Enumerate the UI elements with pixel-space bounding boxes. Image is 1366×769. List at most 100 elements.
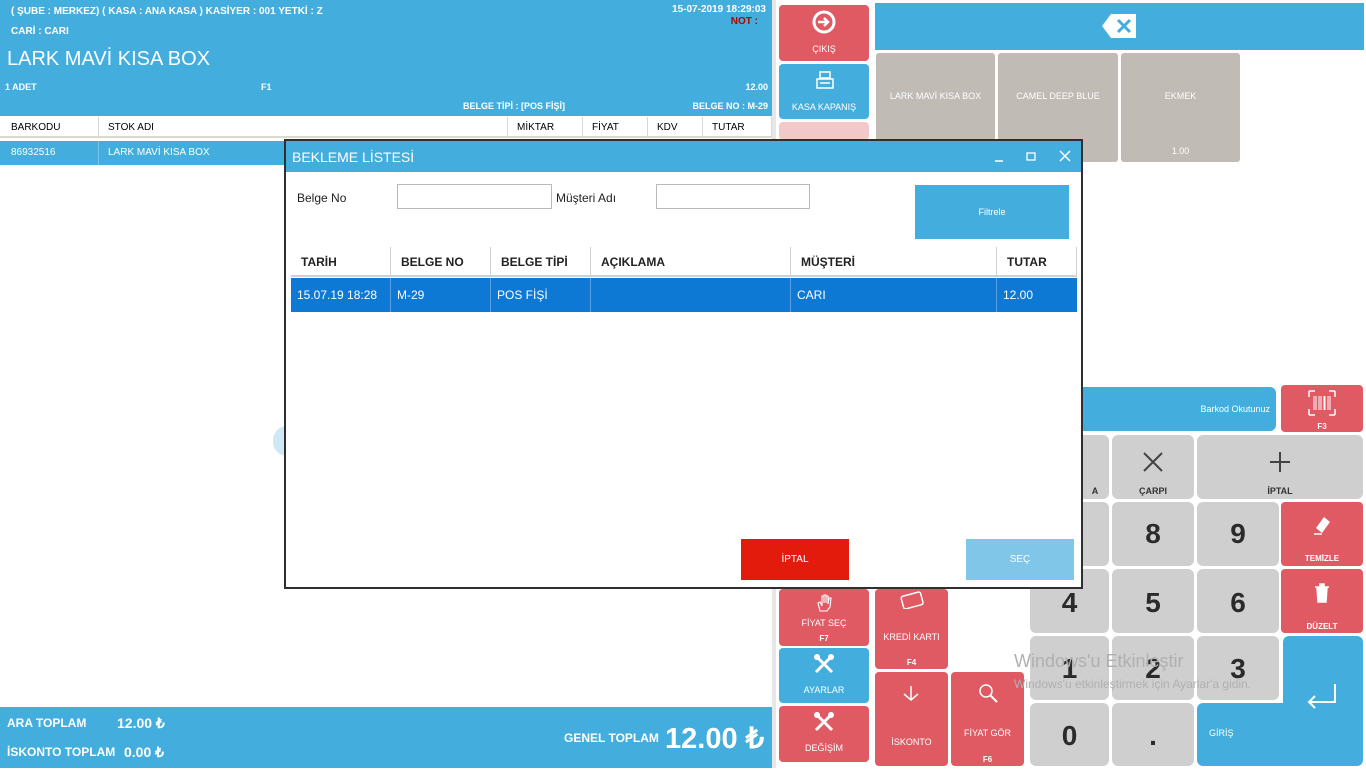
- document-type: BELGE TİPİ : [POS FİŞİ]: [463, 101, 566, 111]
- price-list: F1: [261, 82, 272, 92]
- price-check-button[interactable]: FİYAT GÖR F6: [951, 672, 1024, 766]
- digit-5-button[interactable]: 5: [1112, 569, 1194, 633]
- settings-button[interactable]: AYARLAR: [779, 648, 869, 703]
- document-no-label: Belge No: [297, 191, 347, 205]
- grand-total-label: GENEL TOPLAM: [564, 731, 659, 745]
- logout-icon: [812, 10, 836, 34]
- product-panel-header: [875, 3, 1364, 50]
- customer-name-input[interactable]: [656, 184, 810, 209]
- cell-tarih: 15.07.19 18:28: [291, 278, 391, 312]
- grand-total-value: 12.00 ₺: [665, 723, 765, 755]
- digit-8-button[interactable]: 8: [1112, 502, 1194, 566]
- col-tutar[interactable]: TUTAR: [703, 117, 772, 136]
- credit-card-button[interactable]: KREDİ KARTI F4: [875, 589, 948, 669]
- col-kdv[interactable]: KDV: [648, 117, 703, 136]
- datetime: 15-07-2019 18:29:03: [672, 4, 766, 15]
- activation-watermark: Windows'u Etkinleştir: [1014, 651, 1184, 671]
- tools-icon: [814, 712, 834, 732]
- credit-card-icon: [900, 591, 924, 609]
- hidden-function-button[interactable]: [779, 122, 869, 140]
- tools-icon: [814, 654, 834, 674]
- digit-2-button[interactable]: 2: [1112, 636, 1194, 700]
- cell-aciklama: [591, 278, 791, 312]
- cell-belge-tipi: POS FİŞİ: [491, 278, 591, 312]
- filter-button[interactable]: Filtrele: [915, 185, 1069, 239]
- discount-button[interactable]: İSKONTO: [875, 672, 948, 766]
- magnifier-icon: [979, 684, 998, 703]
- cash-register-icon: [816, 71, 834, 89]
- dialog-title: BEKLEME LİSTESİ: [292, 149, 415, 165]
- select-button[interactable]: SEÇ: [966, 539, 1074, 580]
- backspace-icon[interactable]: [1101, 12, 1139, 40]
- cancel-button[interactable]: İPTAL: [741, 539, 849, 580]
- current-price: 12.00: [745, 82, 768, 92]
- col-fiyat[interactable]: FİYAT: [583, 117, 648, 136]
- hand-icon: [817, 594, 832, 612]
- digit-0-button[interactable]: 0: [1030, 703, 1109, 766]
- maximize-icon[interactable]: [1025, 151, 1037, 163]
- document-number: BELGE NO : M-29: [692, 101, 768, 111]
- eraser-icon: [1314, 517, 1330, 535]
- digit-9-button[interactable]: 9: [1197, 502, 1279, 566]
- multiply-button[interactable]: ÇARPI: [1112, 435, 1194, 499]
- col-tarih[interactable]: TARİH: [291, 247, 391, 277]
- col-barkod[interactable]: BARKODU: [2, 117, 99, 136]
- clear-button[interactable]: TEMİZLE: [1281, 502, 1363, 566]
- customer-info: CARİ : CARI: [11, 26, 69, 37]
- waiting-list-header: TARİH BELGE NO BELGE TİPİ AÇIKLAMA MÜŞTE…: [291, 247, 1077, 277]
- price-select-button[interactable]: FİYAT SEÇ F7: [779, 589, 869, 646]
- dialog-titlebar: BEKLEME LİSTESİ: [286, 141, 1081, 172]
- col-belge-tipi[interactable]: BELGE TİPİ: [491, 247, 591, 277]
- barcode-button[interactable]: F3: [1281, 385, 1363, 432]
- enter-button-top[interactable]: [1283, 636, 1363, 716]
- product-tile[interactable]: EKMEK 1.00: [1121, 53, 1240, 162]
- barcode-input[interactable]: Barkod Okutunuz: [1080, 387, 1276, 431]
- digit-6-button[interactable]: 6: [1197, 569, 1279, 633]
- trash-icon: [1315, 583, 1329, 603]
- document-no-input[interactable]: [397, 184, 552, 209]
- col-stok[interactable]: STOK ADI: [99, 117, 508, 136]
- totals-footer: ARA TOPLAM 12.00 ₺ İSKONTO TOPLAM 0.00 ₺…: [0, 707, 772, 768]
- customer-name-label: Müşteri Adı: [556, 191, 617, 205]
- plus-icon: [1270, 452, 1290, 472]
- exchange-button[interactable]: DEĞİŞİM: [779, 706, 869, 762]
- multiply-icon: [1143, 452, 1163, 472]
- col-miktar[interactable]: MİKTAR: [508, 117, 583, 136]
- current-product-title: LARK MAVİ KISA BOX: [7, 48, 211, 70]
- col-belge-no[interactable]: BELGE NO: [391, 247, 491, 277]
- col-aciklama[interactable]: AÇIKLAMA: [591, 247, 791, 277]
- session-info: ( ŞUBE : MERKEZ) ( KASA : ANA KASA ) KAS…: [11, 6, 323, 17]
- sales-header: ( ŞUBE : MERKEZ) ( KASA : ANA KASA ) KAS…: [0, 0, 772, 116]
- digit-3-button[interactable]: 3: [1197, 636, 1279, 700]
- subtotal-label: ARA TOPLAM: [7, 716, 87, 730]
- col-tutar[interactable]: TUTAR: [997, 247, 1077, 277]
- cell-musteri: CARI: [791, 278, 997, 312]
- keypad-partial-key[interactable]: A: [1081, 435, 1109, 499]
- digit-1-button[interactable]: 1: [1030, 636, 1109, 700]
- discount-label: İSKONTO TOPLAM: [7, 745, 116, 759]
- discount-value: 0.00 ₺: [124, 744, 165, 760]
- close-icon[interactable]: [1059, 150, 1071, 162]
- cell-barkod: 86932516: [2, 141, 99, 165]
- discount-icon: [903, 686, 919, 701]
- waiting-list-dialog: BEKLEME LİSTESİ Belge No Müşteri Adı Fil…: [284, 139, 1083, 589]
- col-musteri[interactable]: MÜŞTERİ: [791, 247, 997, 277]
- note-label: NOT :: [730, 16, 758, 27]
- barcode-icon: [1308, 390, 1336, 416]
- activation-watermark-sub: Windows'u etkinleştirmek için Ayarlar'a …: [1014, 677, 1252, 691]
- table-row[interactable]: 15.07.19 18:28 M-29 POS FİŞİ CARI 12.00: [291, 278, 1077, 312]
- exit-button[interactable]: ÇIKIŞ: [779, 5, 869, 61]
- enter-icon: [1307, 684, 1336, 709]
- slide-handle[interactable]: [273, 426, 287, 456]
- cell-belge-no: M-29: [391, 278, 491, 312]
- minimize-icon[interactable]: [993, 151, 1005, 163]
- sales-grid-header: BARKODU STOK ADI MİKTAR FİYAT KDV TUTAR: [0, 117, 772, 138]
- subtotal-value: 12.00 ₺: [117, 715, 165, 731]
- quantity: 1 ADET: [5, 82, 37, 92]
- cash-close-button[interactable]: KASA KAPANIŞ: [779, 64, 869, 119]
- cancel-item-button[interactable]: İPTAL: [1197, 435, 1363, 499]
- keypad-partial-key[interactable]: [1081, 502, 1109, 566]
- edit-button[interactable]: DÜZELT: [1281, 569, 1363, 633]
- decimal-button[interactable]: .: [1112, 703, 1194, 766]
- cell-tutar: 12.00: [1003, 288, 1034, 302]
